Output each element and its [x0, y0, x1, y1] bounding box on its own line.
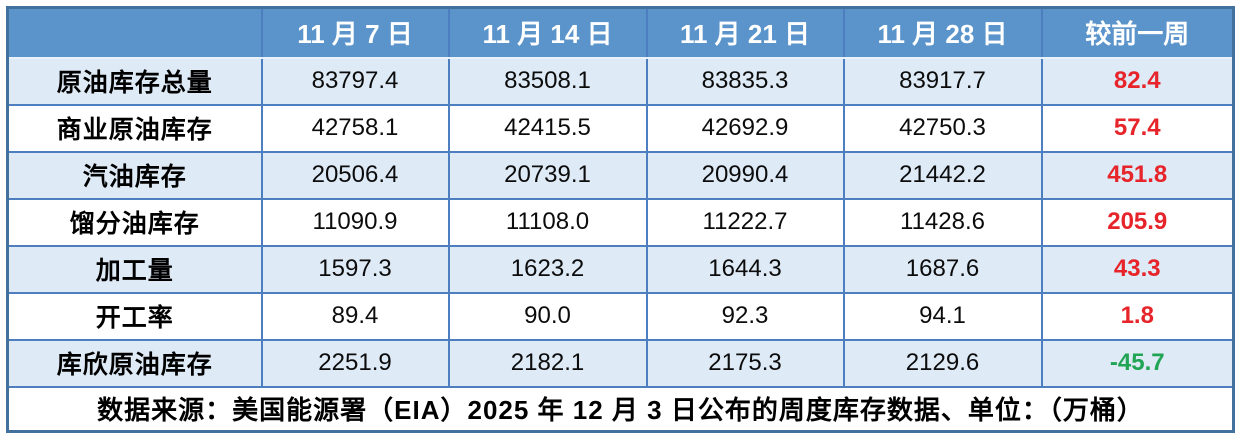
header-cell-blank — [6, 6, 263, 59]
value-cell: 20739.1 — [447, 150, 648, 200]
header-cell-nov7: 11 月 7 日 — [260, 6, 450, 59]
row-label: 馏分油库存 — [6, 197, 263, 247]
row-label: 开工率 — [6, 291, 263, 341]
value-cell: 11108.0 — [447, 197, 648, 247]
value-cell: 20506.4 — [260, 150, 450, 200]
weekly-change-cell: 1.8 — [1040, 291, 1235, 341]
header-cell-change: 较前一周 — [1040, 6, 1235, 59]
table-row: 原油库存总量 83797.4 83508.1 83835.3 83917.7 82.4 — [6, 56, 1235, 106]
table-row: 开工率 89.4 90.0 92.3 94.1 1.8 — [6, 291, 1235, 341]
value-cell: 83797.4 — [260, 56, 450, 106]
value-cell: 1687.6 — [842, 244, 1043, 294]
value-cell: 42692.9 — [645, 103, 845, 153]
value-cell: 83508.1 — [447, 56, 648, 106]
table-body: 原油库存总量 83797.4 83508.1 83835.3 83917.7 82.4 商业… — [6, 56, 1235, 388]
table-row: 库欣原油库存 2251.9 2182.1 2175.3 2129.6 -45.7 — [6, 338, 1235, 388]
value-cell: 11090.9 — [260, 197, 450, 247]
value-cell: 2129.6 — [842, 338, 1043, 388]
footer-row: 数据来源：美国能源署（EIA）2025 年 12 月 3 日公布的周度库存数据、… — [6, 385, 1235, 433]
weekly-change-cell: 43.3 — [1040, 244, 1235, 294]
value-cell: 1597.3 — [260, 244, 450, 294]
header-cell-nov21: 11 月 21 日 — [645, 6, 845, 59]
value-cell: 2182.1 — [447, 338, 648, 388]
value-cell: 2251.9 — [260, 338, 450, 388]
value-cell: 89.4 — [260, 291, 450, 341]
header-cell-nov14: 11 月 14 日 — [447, 6, 648, 59]
value-cell: 20990.4 — [645, 150, 845, 200]
value-cell: 2175.3 — [645, 338, 845, 388]
value-cell: 83917.7 — [842, 56, 1043, 106]
weekly-change-cell: 82.4 — [1040, 56, 1235, 106]
data-source-note: 数据来源：美国能源署（EIA）2025 年 12 月 3 日公布的周度库存数据、… — [6, 385, 1235, 433]
oil-inventory-table: 11 月 7 日 11 月 14 日 11 月 21 日 11 月 28 日 较… — [6, 6, 1235, 433]
value-cell: 92.3 — [645, 291, 845, 341]
value-cell: 42750.3 — [842, 103, 1043, 153]
weekly-change-cell: 205.9 — [1040, 197, 1235, 247]
row-label: 汽油库存 — [6, 150, 263, 200]
value-cell: 11428.6 — [842, 197, 1043, 247]
value-cell: 1623.2 — [447, 244, 648, 294]
row-label: 原油库存总量 — [6, 56, 263, 106]
row-label: 商业原油库存 — [6, 103, 263, 153]
weekly-change-cell: 451.8 — [1040, 150, 1235, 200]
row-label: 加工量 — [6, 244, 263, 294]
table-row: 汽油库存 20506.4 20739.1 20990.4 21442.2 451.8 — [6, 150, 1235, 200]
value-cell: 11222.7 — [645, 197, 845, 247]
value-cell: 21442.2 — [842, 150, 1043, 200]
table-row: 馏分油库存 11090.9 11108.0 11222.7 11428.6 205.9 — [6, 197, 1235, 247]
table-row: 加工量 1597.3 1623.2 1644.3 1687.6 43.3 — [6, 244, 1235, 294]
value-cell: 1644.3 — [645, 244, 845, 294]
header-row: 11 月 7 日 11 月 14 日 11 月 21 日 11 月 28 日 较… — [6, 6, 1235, 59]
row-label: 库欣原油库存 — [6, 338, 263, 388]
value-cell: 42415.5 — [447, 103, 648, 153]
value-cell: 90.0 — [447, 291, 648, 341]
value-cell: 42758.1 — [260, 103, 450, 153]
weekly-change-cell: 57.4 — [1040, 103, 1235, 153]
value-cell: 94.1 — [842, 291, 1043, 341]
header-cell-nov28: 11 月 28 日 — [842, 6, 1043, 59]
value-cell: 83835.3 — [645, 56, 845, 106]
table-row: 商业原油库存 42758.1 42415.5 42692.9 42750.3 57.4 — [6, 103, 1235, 153]
weekly-change-cell: -45.7 — [1040, 338, 1235, 388]
